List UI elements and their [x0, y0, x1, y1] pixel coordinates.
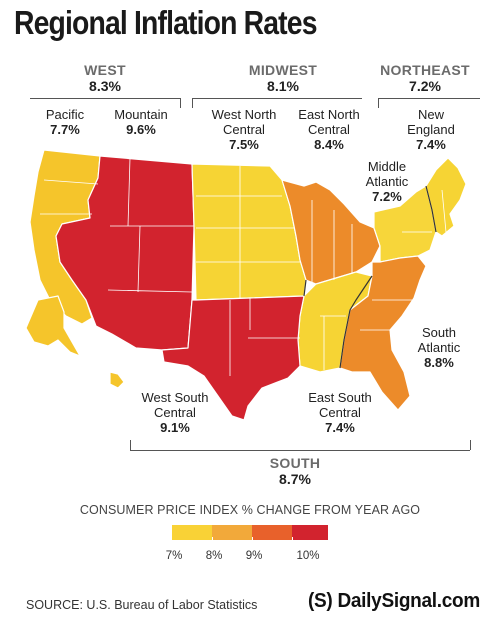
division-name: East South [308, 390, 372, 405]
division-label-east-south-central: East South Central 7.4% [295, 390, 385, 435]
division-value: 7.4% [416, 137, 446, 152]
region-shape-middle-atlantic [373, 185, 437, 263]
legend-label: 7% [165, 550, 183, 562]
division-name: Atlantic [365, 174, 409, 189]
legend-tick [252, 537, 253, 549]
divider-line [130, 440, 131, 450]
division-name: West North [211, 107, 277, 122]
division-label-mountain: Mountain 9.6% [108, 107, 174, 137]
division-value: 7.4% [325, 420, 355, 435]
division-value: 7.2% [372, 189, 402, 204]
region-midwest: MIDWEST 8.1% [243, 62, 323, 94]
division-name: South [422, 325, 456, 340]
brand-logo: (S) DailySignal.com [308, 590, 480, 612]
division-name: Atlantic [417, 340, 461, 355]
source-note: SOURCE: U.S. Bureau of Labor Statistics [26, 598, 258, 612]
division-name: Central [223, 122, 265, 137]
division-name: Central [319, 405, 361, 420]
division-label-east-north-central: East North Central 8.4% [283, 107, 375, 152]
region-name: NORTHEAST [380, 62, 470, 78]
legend-title: CONSUMER PRICE INDEX % CHANGE FROM YEAR … [79, 503, 421, 517]
region-shape-west-south-central [161, 295, 305, 421]
division-name: East North [298, 107, 360, 122]
legend-swatch [172, 525, 212, 540]
divider-line [470, 440, 471, 450]
divider-line [378, 98, 379, 108]
division-label-west-south-central: West South Central 9.1% [130, 390, 220, 435]
division-value: 8.8% [424, 355, 454, 370]
region-name: WEST [84, 62, 126, 78]
region-name: MIDWEST [248, 62, 318, 78]
division-name: New [417, 107, 444, 122]
region-value: 8.3% [89, 78, 121, 94]
division-label-west-north-central: West North Central 7.5% [198, 107, 290, 152]
region-shape-alaska [25, 295, 81, 357]
division-name: Central [308, 122, 350, 137]
division-name: England [407, 122, 455, 137]
legend-label: 8% [205, 550, 223, 562]
legend-swatch [252, 525, 292, 540]
divider-line [180, 98, 181, 108]
division-label-pacific: Pacific 7.7% [38, 107, 92, 137]
division-value: 7.7% [50, 122, 80, 137]
legend-swatch [292, 525, 328, 540]
division-border [303, 185, 437, 369]
division-label-south-atlantic: South Atlantic 8.8% [408, 325, 470, 370]
region-west: WEST 8.3% [70, 62, 140, 94]
legend-tick [212, 537, 213, 549]
region-value: 7.2% [409, 78, 441, 94]
region-shape-mountain [55, 155, 195, 351]
region-south: SOUTH 8.7% [250, 455, 340, 487]
legend-tick [292, 537, 293, 549]
legend-label: 10% [296, 550, 320, 562]
division-label-new-england: New England 7.4% [396, 107, 466, 152]
divider-line [192, 98, 362, 99]
division-name: West South [141, 390, 209, 405]
legend-swatch [212, 525, 252, 540]
region-northeast: NORTHEAST 7.2% [375, 62, 475, 94]
divider-line [192, 98, 193, 108]
division-name: Pacific [45, 107, 85, 122]
region-shape-hawaii [109, 371, 125, 389]
divider-line [378, 98, 480, 99]
division-value: 9.1% [160, 420, 190, 435]
division-name: Mountain [114, 107, 168, 122]
division-name: Middle [367, 159, 407, 174]
division-label-middle-atlantic: Middle Atlantic 7.2% [356, 159, 418, 204]
region-name: SOUTH [269, 455, 321, 471]
divider-line [130, 450, 470, 451]
state-borders [40, 157, 447, 376]
division-value: 8.4% [314, 137, 344, 152]
division-value: 9.6% [126, 122, 156, 137]
page-title: Regional Inflation Rates [14, 4, 317, 41]
region-value: 8.7% [279, 471, 311, 487]
division-name: Central [154, 405, 196, 420]
divider-line [30, 98, 180, 99]
legend-label: 9% [245, 550, 263, 562]
division-value: 7.5% [229, 137, 259, 152]
region-value: 8.1% [267, 78, 299, 94]
